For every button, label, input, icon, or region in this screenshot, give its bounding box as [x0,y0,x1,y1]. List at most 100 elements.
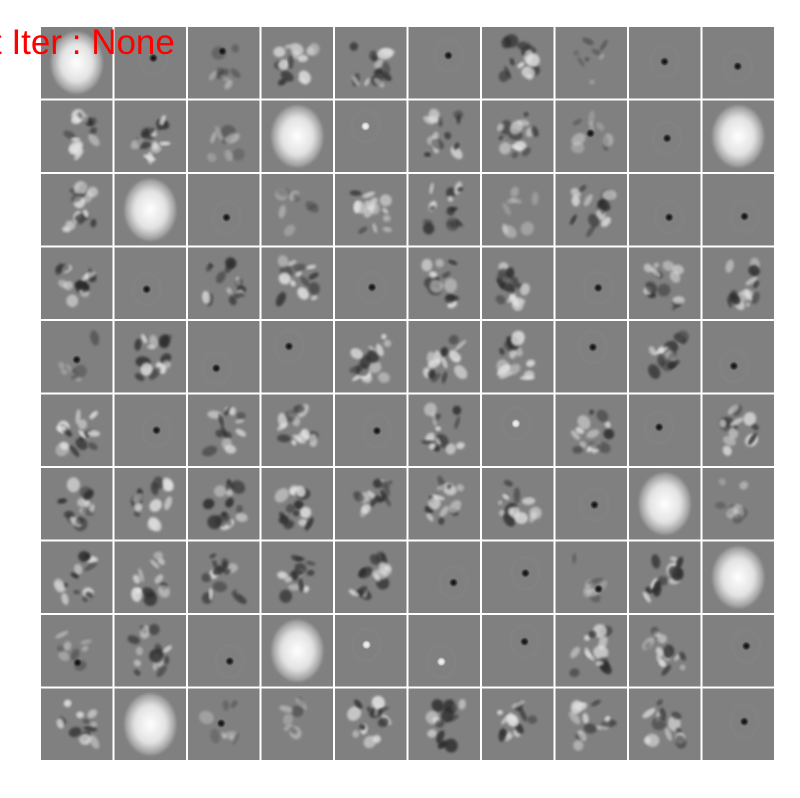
filter-tile [629,321,701,393]
filter-tile [261,100,333,172]
filter-tile [261,174,333,246]
filter-tile [41,247,113,319]
filter-tile [188,468,260,540]
filter-tile [408,27,480,99]
filter-tile [41,541,113,613]
filter-tile [408,615,480,687]
filter-tile [335,27,407,99]
filter-tile [482,615,554,687]
filter-tile [335,541,407,613]
filter-tile [188,688,260,760]
filter-tile [114,468,186,540]
filter-tile [335,688,407,760]
filter-tile [335,321,407,393]
filter-tile [114,615,186,687]
filter-tile [702,468,774,540]
filter-tile [188,394,260,466]
filter-tile [261,688,333,760]
filter-tile [335,174,407,246]
filter-tile [41,27,113,99]
filter-tile [261,468,333,540]
filter-tile [188,615,260,687]
filter-tile [555,247,627,319]
filter-tile [41,394,113,466]
filter-tile [188,27,260,99]
filter-tile [555,541,627,613]
filter-tile [555,321,627,393]
filter-tile [114,321,186,393]
filter-tile [114,100,186,172]
filter-tile [629,541,701,613]
filter-tile [335,100,407,172]
filter-tile [482,174,554,246]
filter-tile [482,688,554,760]
filter-tile [408,100,480,172]
filter-tile [482,321,554,393]
filter-tile [482,541,554,613]
filter-tile [629,394,701,466]
filter-tile [408,688,480,760]
filter-tile [261,27,333,99]
filter-tile [482,468,554,540]
filter-tile [702,247,774,319]
filter-tile [408,541,480,613]
filter-tile [629,174,701,246]
filter-tile [261,394,333,466]
filter-tile [555,174,627,246]
filter-tile [114,688,186,760]
filter-tile [555,100,627,172]
filter-tile [114,27,186,99]
filter-tile [335,247,407,319]
filter-tile [41,615,113,687]
filter-tile [702,688,774,760]
filter-tile [555,27,627,99]
filter-tile [702,615,774,687]
filter-tile [188,174,260,246]
filter-tile [188,100,260,172]
filter-tile [629,468,701,540]
filter-tile [114,394,186,466]
filter-tile [702,100,774,172]
filter-tile [41,468,113,540]
filter-tile [335,394,407,466]
filter-tile [261,321,333,393]
filter-tile [482,100,554,172]
filter-tile [629,100,701,172]
filter-tile [482,27,554,99]
filter-tile [188,247,260,319]
filter-tile [629,615,701,687]
filter-tile [408,321,480,393]
filter-tile [335,615,407,687]
filter-tile [555,688,627,760]
filter-tile [41,321,113,393]
filter-tile [41,174,113,246]
filter-tile [482,394,554,466]
tiles-layer [41,27,774,760]
filter-tile [408,174,480,246]
filter-tile [408,394,480,466]
filter-tile [555,615,627,687]
filter-tile [629,247,701,319]
filter-tile [261,247,333,319]
filter-tile [629,27,701,99]
filter-tile [261,615,333,687]
filter-tile [629,688,701,760]
filter-tile [555,394,627,466]
filter-tile [702,27,774,99]
filter-tile [702,394,774,466]
filter-tile [114,247,186,319]
filter-tile [114,174,186,246]
filter-tile [261,541,333,613]
filter-tile [408,247,480,319]
filter-tile [114,541,186,613]
filter-tile [555,468,627,540]
filter-tile [482,247,554,319]
filter-tile [335,468,407,540]
filter-tile [188,321,260,393]
filter-tile [702,541,774,613]
filter-tile [188,541,260,613]
filter-tile [702,321,774,393]
filter-tile [41,688,113,760]
filter-tile [408,468,480,540]
